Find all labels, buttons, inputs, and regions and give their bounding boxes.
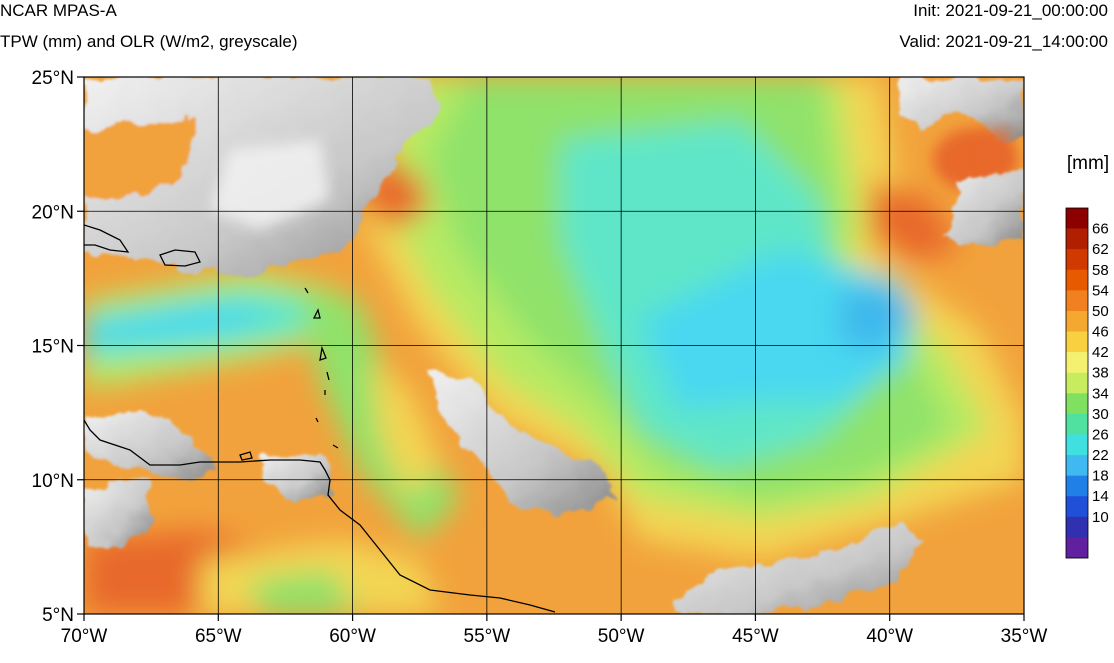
colorbar-unit: [mm] [1067, 153, 1109, 174]
colorbar-frame [1065, 207, 1089, 559]
y-axis: 25°N 20°N 15°N 10°N 5°N [32, 68, 84, 626]
colorbar-label: 10 [1092, 509, 1109, 526]
colorbar-swatch [1066, 372, 1088, 394]
colorbar-swatch [1066, 310, 1088, 332]
colorbar-label: 46 [1092, 324, 1109, 341]
y-tick-label: 20°N [32, 202, 74, 223]
cloud-venezuela [84, 410, 215, 480]
colorbar-label: 26 [1092, 426, 1109, 443]
colorbar-swatch [1066, 228, 1088, 250]
cloud-band-central [430, 370, 615, 515]
valid-time: Valid: 2021-09-21_14:00:00 [899, 32, 1108, 51]
init-time: Init: 2021-09-21_00:00:00 [913, 1, 1108, 20]
colorbar-label: 42 [1092, 344, 1109, 361]
grid-lines [84, 77, 1024, 614]
colorbar-swatch [1066, 434, 1088, 456]
colorbar-swatch [1066, 516, 1088, 538]
clear-patch [84, 120, 200, 200]
colorbar-swatch [1066, 208, 1088, 229]
cloud-colombia [84, 480, 150, 545]
chart-subtitle: TPW (mm) and OLR (W/m2, greyscale) [0, 32, 298, 51]
x-tick-label: 55°W [464, 626, 511, 647]
colorbar-label: 54 [1092, 282, 1109, 299]
colorbar-label: 62 [1092, 241, 1109, 258]
y-tick-label: 5°N [42, 605, 74, 626]
cloud-guyana [260, 455, 330, 500]
colorbar-swatch [1066, 496, 1088, 518]
colorbar-swatch [1066, 393, 1088, 415]
x-tick-label: 65°W [195, 626, 242, 647]
colorbar-swatch [1066, 331, 1088, 353]
colorbar-swatch [1066, 269, 1088, 291]
x-tick-label: 70°W [61, 626, 108, 647]
colorbar-label: 18 [1092, 468, 1109, 485]
y-tick-label: 25°N [32, 68, 74, 89]
cloud-northeast [900, 77, 1024, 140]
colorbar-label: 66 [1092, 221, 1109, 238]
colorbar-label: 38 [1092, 365, 1109, 382]
colorbar-swatch [1066, 455, 1088, 476]
colorbar-swatch [1066, 290, 1088, 312]
x-axis: 70°W 65°W 60°W 55°W 50°W 45°W 40°W 35°W [61, 614, 1048, 647]
colorbar-label: 22 [1092, 447, 1109, 464]
colorbar-label: 50 [1092, 303, 1109, 320]
colorbar-swatch [1066, 537, 1088, 559]
colorbar-label: 34 [1092, 385, 1109, 402]
colorbar-swatch [1066, 413, 1088, 435]
x-tick-label: 50°W [598, 626, 645, 647]
x-tick-label: 40°W [866, 626, 913, 647]
x-tick-label: 45°W [732, 626, 779, 647]
y-tick-label: 10°N [32, 471, 74, 492]
chart-title: NCAR MPAS-A [0, 1, 117, 20]
x-tick-label: 35°W [1001, 626, 1048, 647]
colorbar-swatch [1066, 249, 1088, 271]
tpw-field [84, 77, 1024, 614]
cloud-south-east [670, 520, 920, 614]
y-tick-label: 15°N [32, 337, 74, 358]
x-tick-label: 60°W [329, 626, 376, 647]
colorbar-label: 30 [1092, 406, 1109, 423]
colorbar-swatch [1066, 475, 1088, 497]
colorbar: [mm] 66 62 58 54 50 46 42 38 34 30 26 22 18 14 10 [1065, 153, 1109, 559]
cloud-hurricane-band [940, 170, 1024, 245]
colorbar-swatch [1066, 352, 1088, 374]
coastlines [84, 224, 556, 613]
colorbar-label: 14 [1092, 488, 1109, 505]
colorbar-label: 58 [1092, 262, 1109, 279]
